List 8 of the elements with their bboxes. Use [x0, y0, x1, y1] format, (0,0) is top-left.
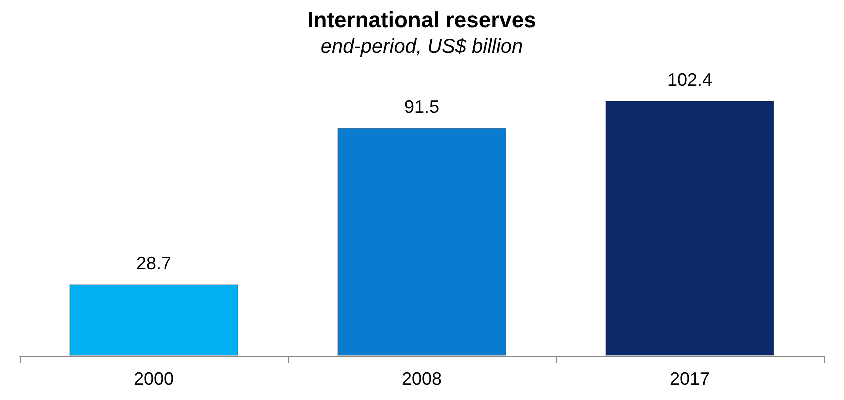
chart-title: International reserves	[308, 8, 536, 32]
data-label: 102.4	[667, 70, 713, 90]
data-label: 91.5	[404, 97, 440, 118]
data-label: 28.7	[136, 254, 172, 274]
x-tick-label: 2000	[134, 369, 174, 389]
x-tick-label: 2017	[670, 369, 710, 389]
chart-subtitle: end-period, US$ billion	[320, 36, 524, 58]
x-tick-label: 2008	[402, 369, 442, 389]
